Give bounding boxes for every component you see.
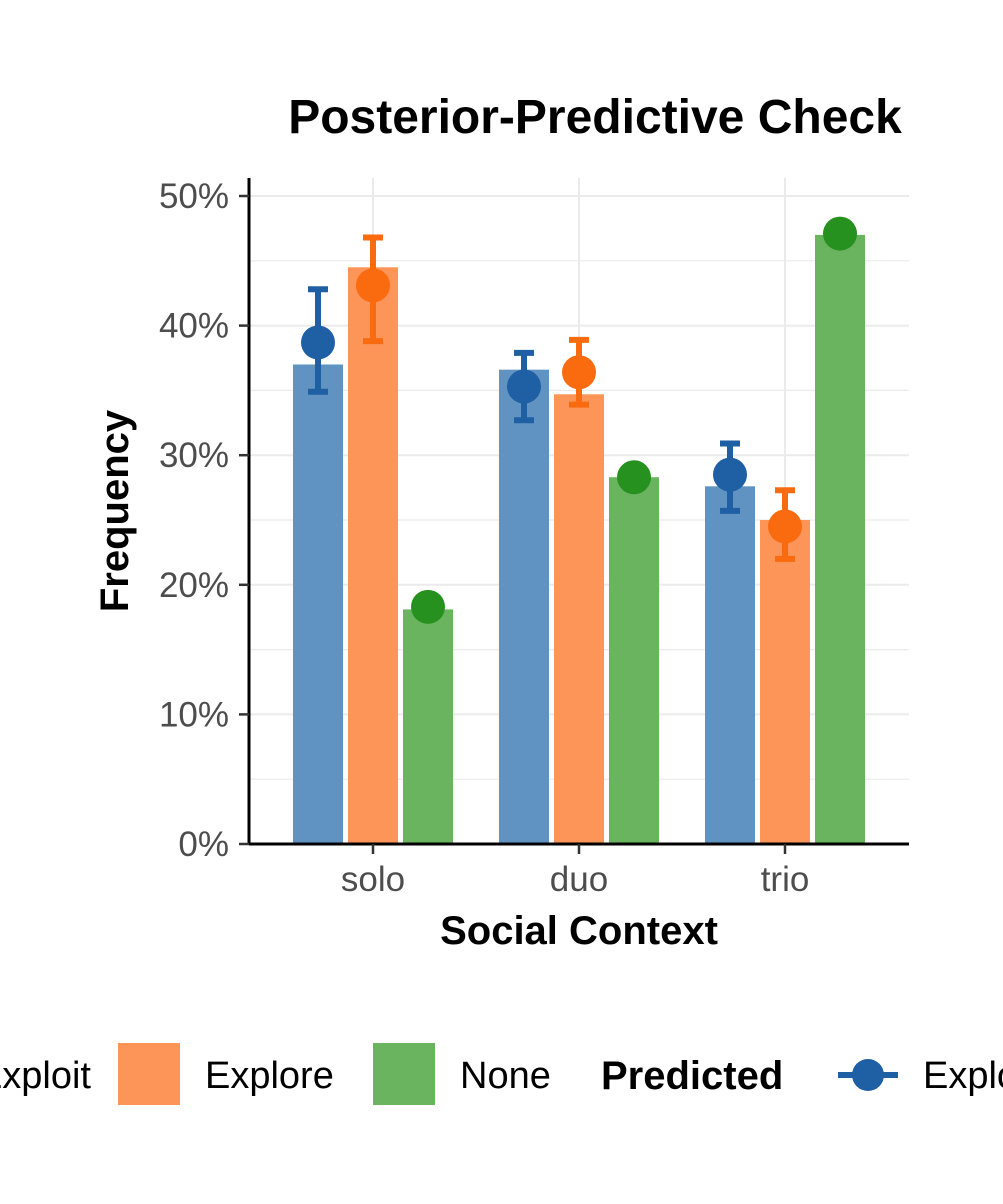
bar-explore-duo xyxy=(554,394,604,844)
legend-label-explore: Explore xyxy=(205,1055,334,1097)
point-explore-duo xyxy=(562,355,596,390)
legend-label-none: None xyxy=(460,1055,551,1097)
y-tick-label: 0% xyxy=(178,825,229,864)
bar-none-trio xyxy=(815,234,865,844)
bar-none-duo xyxy=(609,477,659,844)
y-tick-label: 20% xyxy=(159,566,229,605)
legend-label-exploit: Exploit xyxy=(0,1055,91,1097)
legend: Exploit Explore None Predicted Exploit xyxy=(0,1043,1003,1105)
bar-exploit-duo xyxy=(499,369,549,844)
point-exploit-duo xyxy=(507,369,541,404)
y-tick-label: 40% xyxy=(159,307,229,346)
chart-title: Posterior-Predictive Check xyxy=(288,91,902,144)
x-ticks: solo duo trio xyxy=(341,844,809,899)
predicted-points xyxy=(301,216,857,624)
y-ticks: 0% 10% 20% 30% 40% 50% xyxy=(159,177,249,864)
legend-swatch-none xyxy=(373,1043,435,1105)
y-tick-label: 10% xyxy=(159,695,229,734)
bar-none-solo xyxy=(403,609,453,844)
point-exploit-solo xyxy=(301,325,335,360)
bar-explore-trio xyxy=(760,520,810,844)
bar-exploit-solo xyxy=(293,364,343,844)
y-tick-label: 30% xyxy=(159,436,229,475)
x-axis-title: Social Context xyxy=(440,909,718,953)
y-axis-title: Frequency xyxy=(93,409,137,612)
point-none-trio xyxy=(823,216,857,251)
x-tick-label: trio xyxy=(761,860,810,899)
bar-explore-solo xyxy=(348,267,398,844)
legend-swatch-explore xyxy=(118,1043,180,1105)
bars xyxy=(293,234,865,844)
x-tick-label: duo xyxy=(550,860,608,899)
legend-predicted-title: Predicted xyxy=(601,1054,783,1098)
point-none-duo xyxy=(617,460,651,495)
legend-predicted-label-exploit: Exploit xyxy=(923,1055,1003,1097)
point-explore-solo xyxy=(356,268,390,303)
legend-predicted-point-exploit xyxy=(852,1059,884,1091)
y-tick-label: 50% xyxy=(159,177,229,216)
x-tick-label: solo xyxy=(341,860,405,899)
point-explore-trio xyxy=(768,509,802,544)
bar-exploit-trio xyxy=(705,486,755,844)
point-none-solo xyxy=(411,589,445,624)
point-exploit-trio xyxy=(713,457,747,492)
